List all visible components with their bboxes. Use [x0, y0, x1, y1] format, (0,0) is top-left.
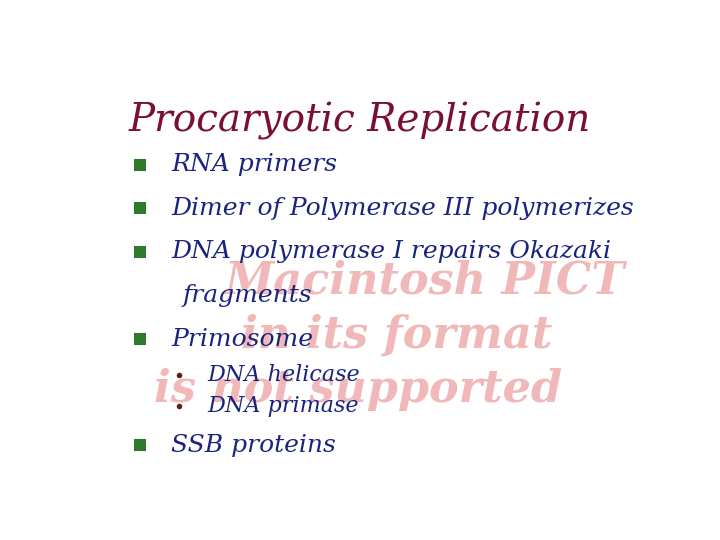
Text: Primosome: Primosome	[171, 328, 313, 350]
Text: DNA helicase: DNA helicase	[207, 363, 360, 386]
Text: DNA primase: DNA primase	[207, 395, 359, 417]
Text: RNA primers: RNA primers	[171, 153, 337, 176]
Text: Dimer of Polymerase III polymerizes: Dimer of Polymerase III polymerizes	[171, 197, 634, 220]
Text: DNA polymerase I repairs Okazaki: DNA polymerase I repairs Okazaki	[171, 240, 611, 264]
Text: in its format: in its format	[241, 314, 552, 356]
Text: Procaryotic Replication: Procaryotic Replication	[129, 102, 591, 140]
Text: Macintosh PICT: Macintosh PICT	[225, 260, 625, 302]
Text: fragments: fragments	[182, 284, 312, 307]
Text: is not supported: is not supported	[154, 368, 562, 410]
Text: SSB proteins: SSB proteins	[171, 434, 336, 457]
